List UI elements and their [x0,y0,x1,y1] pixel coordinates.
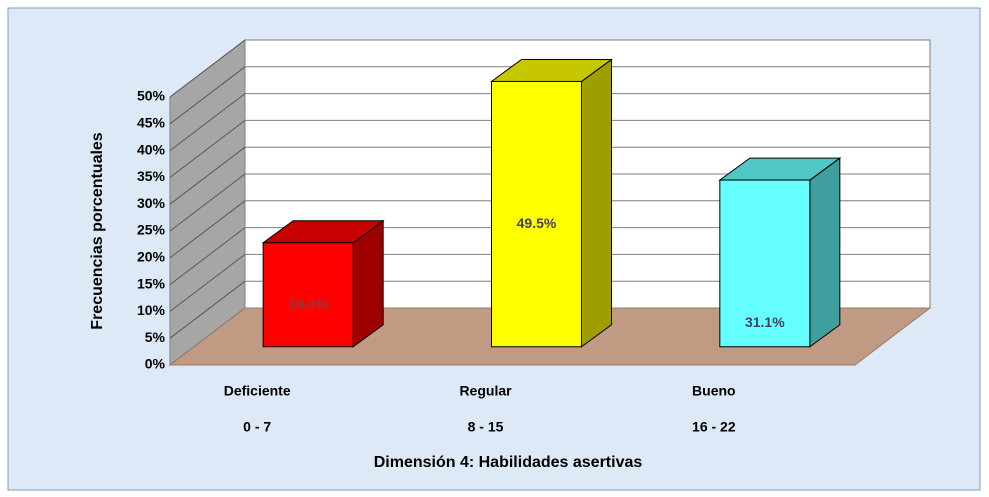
grid-line [169,146,246,205]
x-tick-label: Deficiente [224,383,291,399]
y-tick-label: 5% [145,329,166,345]
grid-line [169,200,246,259]
x-tick-label: Bueno [692,383,736,399]
value-label: 31.1% [745,314,785,330]
grid-line [169,93,246,151]
y-tick-label: 35% [137,168,166,184]
x-tick-label: 16 - 22 [692,419,736,435]
y-axis-title: Frecuencias porcentuales [89,132,106,330]
bar [262,242,354,348]
grid-line [169,66,246,125]
bar-side [581,58,612,348]
grid-line [169,280,246,339]
y-tick-label: 50% [137,88,166,104]
y-tick-label: 30% [137,195,166,211]
bar [491,80,582,348]
x-tick-label: 0 - 7 [243,419,271,435]
grid-line [169,254,246,312]
bar [719,179,811,348]
x-axis-title: Dimensión 4: Habilidades asertivas [374,454,643,471]
x-tick-label: Regular [459,383,512,399]
grid-line [169,120,246,178]
y-tick-label: 20% [137,249,166,265]
bar-side [809,157,841,348]
value-label: 49.5% [517,215,557,231]
y-tick-label: 40% [137,141,166,157]
grid-line [169,173,246,232]
y-tick-label: 45% [137,115,166,131]
grid-line [169,227,246,285]
value-label: 19.4% [288,295,328,311]
y-tick-label: 0% [145,356,166,372]
grid-line [169,39,246,98]
y-tick-label: 10% [137,302,166,318]
y-tick-label: 25% [137,222,166,238]
y-tick-label: 15% [137,275,166,291]
x-tick-label: 8 - 15 [468,419,504,435]
